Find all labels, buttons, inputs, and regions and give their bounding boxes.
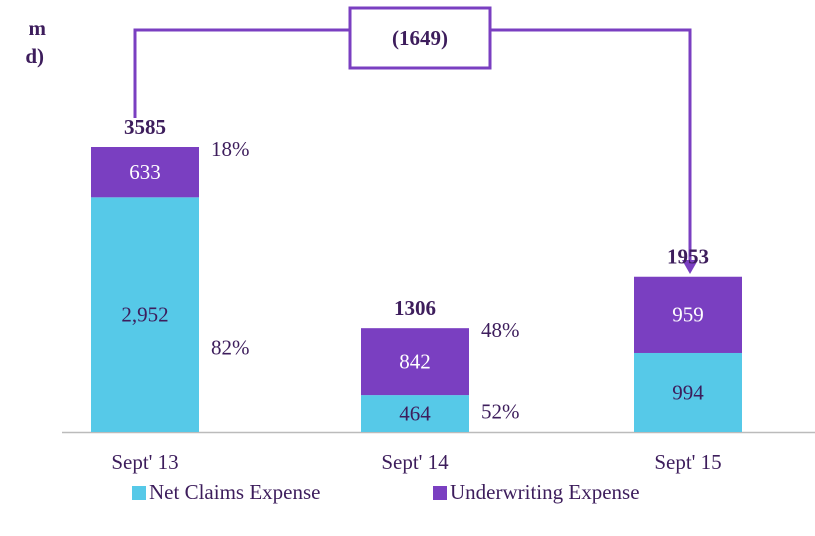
annotation: (1649) [392,26,448,50]
total-label: 1953 [667,245,709,269]
x-tick-label: Sept' 15 [654,450,721,474]
share-label: 18% [211,137,250,161]
connector [490,28,692,262]
arrow-head [682,260,698,274]
legend-label: Underwriting Expense [450,480,640,504]
value-label: 842 [399,349,431,373]
legend-swatch [433,486,447,500]
connector [133,28,350,118]
total-label: 3585 [124,115,166,139]
share-label: 48% [481,318,520,342]
value-label: 2,952 [121,302,168,326]
legend-swatch [132,486,146,500]
value-label: 959 [672,303,704,327]
bar-segment [361,328,469,396]
value-label: 464 [399,401,431,425]
total-label: 1306 [394,296,436,320]
title-line: d) [25,44,44,68]
bar-segment [634,276,742,353]
share-label: 52% [481,399,520,423]
annotation-box [348,6,492,70]
x-tick-label: Sept' 14 [381,450,449,474]
x-tick-label: Sept' 13 [111,450,178,474]
share-label: 82% [211,336,250,360]
bar-segment [634,352,742,432]
title-line: m [29,16,47,40]
bar-segment [91,147,199,198]
value-label: 633 [129,160,161,184]
legend-label: Net Claims Expense [149,480,320,504]
value-label: 994 [672,380,704,404]
bar-segment [361,395,469,432]
bar-segment [91,197,199,432]
